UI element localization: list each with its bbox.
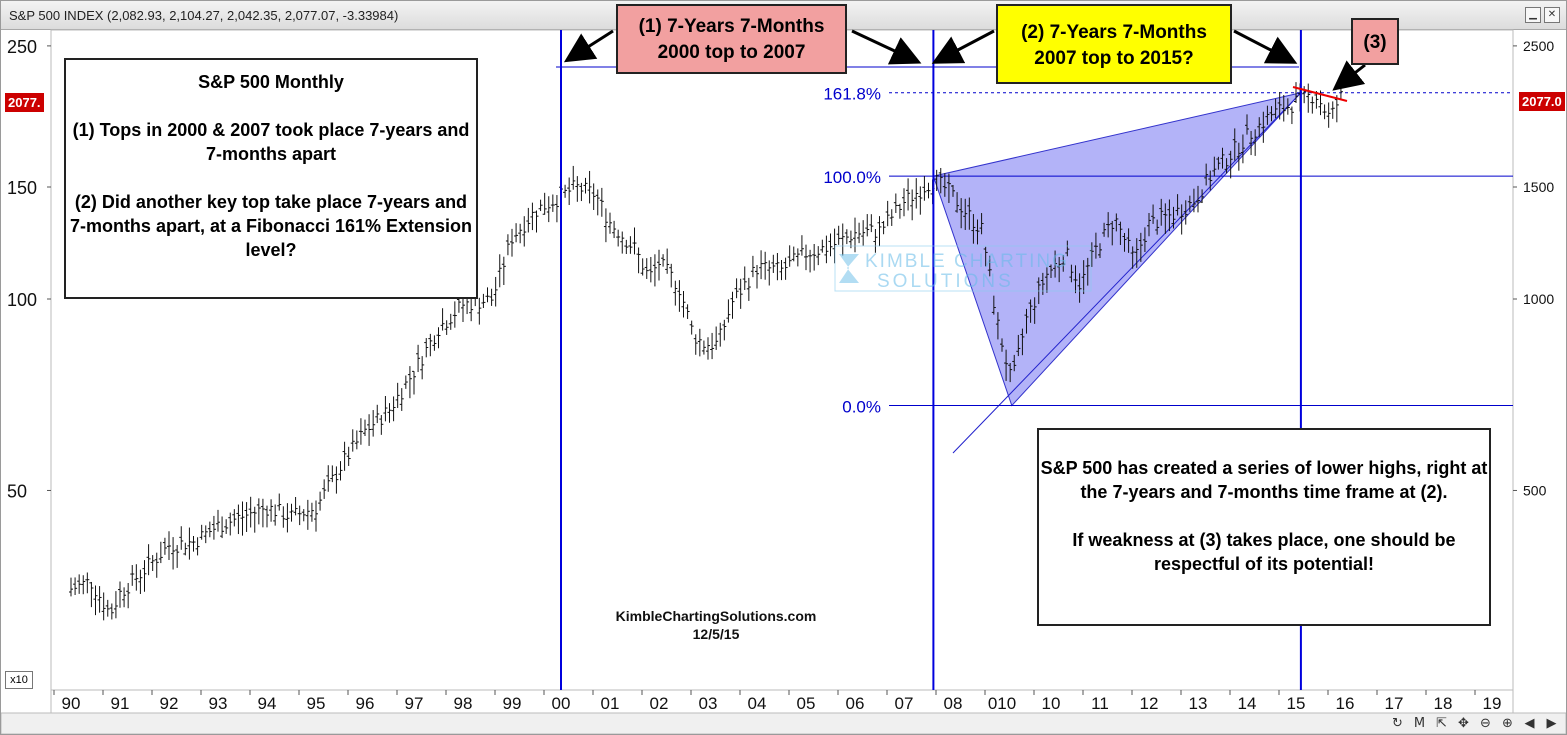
x-tick-label: 15	[1287, 694, 1306, 713]
warning-note-line-1: S&P 500 has created a series of lower hi…	[1040, 458, 1488, 502]
close-icon[interactable]: ✕	[1544, 7, 1560, 23]
bottom-strip	[1, 712, 1566, 734]
x-tick-label: 94	[258, 694, 277, 713]
fib-level-label: 161.8%	[823, 85, 881, 104]
chart-credit: KimbleChartingSolutions.com 12/5/15	[571, 607, 861, 643]
callout-arrow	[931, 29, 995, 64]
credit-date: 12/5/15	[692, 626, 740, 642]
x-tick-label: 02	[650, 694, 669, 713]
scroll-right-icon[interactable]: ▶	[1546, 716, 1557, 731]
x-tick-label: 92	[160, 694, 179, 713]
credit-site: KimbleChartingSolutions.com	[615, 608, 817, 624]
x-tick-label: 19	[1483, 694, 1502, 713]
callout-2-line-2: 2007 top to 2015?	[1034, 48, 1194, 69]
warning-note-line-2: If weakness at (3) takes place, one shou…	[1072, 530, 1456, 574]
watermark-box	[834, 245, 1092, 292]
window-controls: ▁ ✕	[1525, 7, 1560, 23]
x-tick-label: 010	[988, 694, 1016, 713]
x-tick-label: 97	[405, 694, 424, 713]
minimize-icon[interactable]: ▁	[1525, 7, 1541, 23]
watermark-line-1: KIMBLE CHARTING	[865, 251, 1069, 272]
callout-3: (3)	[1351, 18, 1399, 65]
x-tick-label: 04	[748, 694, 767, 713]
fib-level-label: 0.0%	[842, 398, 881, 417]
expand-icon[interactable]: ⇱	[1436, 716, 1447, 731]
right-price-badge: 2077.0	[1519, 92, 1565, 111]
x-tick-label: 05	[797, 694, 816, 713]
x-tick-label: 11	[1091, 694, 1109, 713]
window-title: S&P 500 INDEX (2,082.93, 2,104.27, 2,042…	[9, 8, 399, 23]
x-tick-label: 17	[1385, 694, 1404, 713]
watermark-logo-icon	[839, 254, 859, 283]
zoom-in-icon[interactable]: ⊕	[1502, 716, 1513, 731]
move-icon[interactable]: ✥	[1458, 716, 1469, 731]
left-tick-label: 150	[7, 178, 37, 198]
x-tick-label: 08	[944, 694, 963, 713]
x-tick-label: 14	[1238, 694, 1257, 713]
x-tick-label: 93	[209, 694, 228, 713]
x-tick-label: 01	[601, 694, 620, 713]
x-tick-label: 95	[307, 694, 326, 713]
x-tick-label: 91	[111, 694, 130, 713]
callout-1-line-1: (1) 7-Years 7-Months	[638, 16, 825, 37]
summary-note-point-1: (1) Tops in 2000 & 2007 took place 7-yea…	[72, 120, 470, 164]
scale-multiplier-label: x10	[5, 671, 33, 689]
refresh-icon[interactable]: ↻	[1392, 716, 1403, 731]
callout-1-line-2: 2000 top to 2007	[657, 42, 806, 63]
callout-2000-2007: (1) 7-Years 7-Months 2000 top to 2007	[616, 4, 847, 74]
x-tick-label: 90	[62, 694, 81, 713]
callout-2007-2015: (2) 7-Years 7-Months 2007 top to 2015?	[996, 4, 1232, 84]
x-tick-label: 00	[552, 694, 571, 713]
x-tick-label: 12	[1140, 694, 1159, 713]
x-tick-label: 98	[454, 694, 473, 713]
x-tick-label: 13	[1189, 694, 1208, 713]
x-tick-label: 99	[503, 694, 522, 713]
callout-arrow	[1332, 60, 1366, 91]
summary-note-point-2: (2) Did another key top take place 7-yea…	[69, 192, 473, 260]
chart-toolbar: ↻ M ⇱ ✥ ⊖ ⊕ ◀ ▶	[1389, 715, 1560, 732]
callout-arrow	[851, 29, 922, 65]
left-tick-label: 100	[7, 290, 37, 310]
x-tick-label: 18	[1434, 694, 1453, 713]
callout-2-line-1: (2) 7-Years 7-Months	[1021, 22, 1207, 43]
callout-arrow	[1233, 29, 1298, 64]
x-tick-label: 07	[895, 694, 914, 713]
left-tick-label: 250	[7, 37, 37, 57]
zoom-out-icon[interactable]: ⊖	[1480, 716, 1491, 731]
right-tick-label: 1500	[1523, 179, 1554, 195]
summary-note-title: S&P 500 Monthly	[198, 72, 344, 92]
right-tick-label: 1000	[1523, 291, 1554, 307]
right-tick-label: 500	[1523, 482, 1547, 498]
callout-arrow	[563, 29, 614, 63]
left-price-badge: 2077.	[5, 93, 44, 112]
right-tick-label: 2500	[1523, 38, 1554, 54]
x-tick-label: 10	[1042, 694, 1061, 713]
fib-level-label: 100.0%	[823, 168, 881, 187]
x-tick-label: 03	[699, 694, 718, 713]
left-tick-label: 50	[7, 481, 27, 501]
watermark-line-2: SOLUTIONS	[877, 271, 1014, 292]
x-tick-label: 06	[846, 694, 865, 713]
lower-high-trendline	[1292, 86, 1348, 102]
scroll-left-icon[interactable]: ◀	[1524, 716, 1535, 731]
x-tick-label: 16	[1336, 694, 1355, 713]
summary-note: S&P 500 Monthly (1) Tops in 2000 & 2007 …	[64, 58, 478, 299]
x-tick-label: 96	[356, 694, 375, 713]
warning-note: S&P 500 has created a series of lower hi…	[1037, 428, 1491, 626]
m-icon[interactable]: M	[1413, 716, 1426, 731]
